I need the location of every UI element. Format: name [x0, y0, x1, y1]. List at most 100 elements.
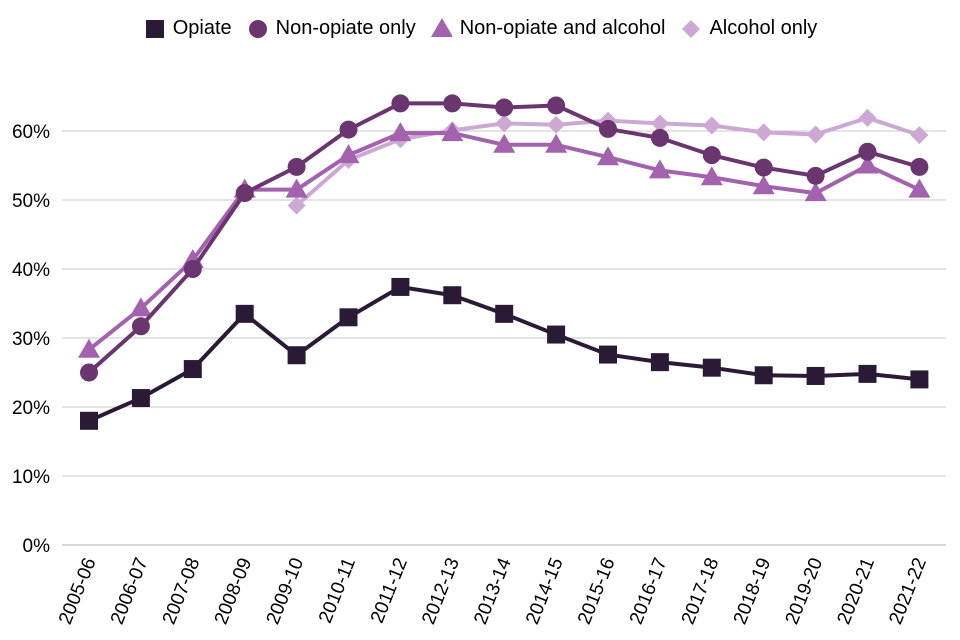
- point-non-opiate-only: [650, 128, 669, 147]
- legend-symbol: [682, 20, 701, 38]
- point-non-opiate-only: [183, 260, 202, 278]
- point-non-opiate-and-alcohol: [752, 175, 775, 195]
- point-opiate: [443, 286, 462, 305]
- legend-marker-circle-icon: [248, 20, 267, 38]
- x-tick-label: 2017-18: [678, 555, 724, 628]
- x-tick-label: 2010-11: [315, 555, 360, 626]
- legend-marker-square-icon: [145, 20, 164, 38]
- point-non-opiate-only: [131, 317, 150, 336]
- y-tick-label: 20%: [12, 398, 50, 419]
- x-tick-label: 2019-20: [782, 555, 828, 628]
- x-tick-label: 2005-06: [55, 555, 101, 628]
- legend-symbol: [145, 20, 164, 38]
- point-opiate: [650, 353, 669, 372]
- point-opiate: [287, 346, 306, 365]
- point-non-opiate-and-alcohol: [493, 133, 516, 153]
- x-tick-label: 2012-13: [418, 555, 464, 628]
- x-tick-label: 2018-19: [730, 555, 776, 628]
- y-tick-label: 30%: [12, 329, 50, 350]
- point-alcohol-only: [495, 114, 514, 133]
- x-tick-label: 2016-17: [626, 555, 672, 628]
- point-opiate: [391, 277, 410, 296]
- point-non-opiate-only: [910, 157, 929, 176]
- point-opiate: [131, 389, 150, 408]
- point-non-opiate-and-alcohol: [908, 178, 931, 198]
- point-alcohol-only: [910, 126, 929, 145]
- point-opiate: [754, 366, 773, 385]
- point-non-opiate-and-alcohol: [78, 338, 100, 358]
- y-tick-label: 50%: [12, 191, 50, 212]
- point-non-opiate-only: [547, 96, 566, 115]
- point-non-opiate-only: [80, 363, 98, 382]
- point-alcohol-only: [650, 114, 669, 133]
- x-tick-label: 2009-10: [263, 555, 309, 628]
- point-non-opiate-and-alcohol: [648, 159, 671, 179]
- point-non-opiate-only: [443, 94, 462, 113]
- point-opiate: [910, 370, 929, 389]
- point-non-opiate-and-alcohol: [804, 182, 827, 202]
- legend-item-opiate: Opiate: [143, 17, 232, 40]
- x-tick-label: 2020-21: [834, 555, 880, 628]
- point-opiate: [80, 411, 98, 430]
- legend-label: Opiate: [172, 16, 232, 39]
- y-tick-label: 10%: [12, 467, 50, 488]
- point-non-opiate-only: [599, 119, 617, 138]
- point-opiate: [235, 304, 254, 323]
- legend-marker-triangle-icon: [430, 18, 452, 37]
- point-alcohol-only: [754, 123, 773, 142]
- point-non-opiate-only: [339, 120, 358, 139]
- legend-item-non-opiate-and-alcohol: Non-opiate and alcohol: [430, 16, 666, 40]
- legend-marker-diamond-icon: [682, 20, 701, 38]
- point-opiate: [183, 360, 202, 379]
- point-opiate: [495, 304, 514, 323]
- y-tick-label: 40%: [12, 260, 50, 281]
- y-tick-label: 0%: [23, 536, 51, 557]
- point-opiate: [806, 366, 825, 385]
- point-non-opiate-and-alcohol: [545, 133, 568, 153]
- x-tick-label: 2021-22: [885, 555, 931, 628]
- point-non-opiate-and-alcohol: [856, 154, 879, 174]
- point-non-opiate-only: [858, 142, 877, 161]
- point-non-opiate-only: [235, 184, 254, 203]
- point-non-opiate-and-alcohol: [337, 144, 360, 164]
- point-non-opiate-only: [495, 98, 514, 117]
- point-non-opiate-and-alcohol: [441, 122, 464, 142]
- point-non-opiate-only: [754, 158, 773, 177]
- point-opiate: [599, 345, 617, 364]
- x-tick-label: 2015-16: [574, 555, 620, 628]
- point-alcohol-only: [806, 125, 825, 144]
- point-opiate: [858, 364, 877, 383]
- legend-label: Alcohol only: [709, 16, 818, 39]
- legend-symbol: [248, 20, 267, 38]
- point-non-opiate-and-alcohol: [389, 122, 412, 142]
- point-non-opiate-only: [702, 146, 721, 165]
- legend-item-non-opiate-only: Non-opiate only: [246, 17, 416, 40]
- point-opiate: [339, 308, 358, 327]
- point-alcohol-only: [287, 196, 306, 215]
- y-tick-label: 60%: [12, 122, 50, 143]
- legend-label: Non-opiate and alcohol: [459, 16, 666, 39]
- point-alcohol-only: [702, 116, 721, 135]
- x-tick-label: 2007-08: [159, 555, 205, 628]
- chart-legend: Opiate Non-opiate only Non-opiate and alco…: [0, 12, 960, 44]
- x-tick-label: 2006-07: [107, 555, 153, 628]
- point-non-opiate-and-alcohol: [285, 178, 308, 198]
- x-tick-label: 2014-15: [522, 555, 568, 628]
- point-alcohol-only: [858, 108, 877, 127]
- x-tick-label: 2008-09: [211, 555, 257, 628]
- point-non-opiate-and-alcohol: [597, 146, 619, 166]
- point-non-opiate-only: [806, 166, 825, 185]
- legend-label: Non-opiate only: [275, 16, 416, 39]
- point-non-opiate-only: [391, 94, 410, 113]
- point-non-opiate-and-alcohol: [129, 297, 152, 317]
- legend-item-alcohol-only: Alcohol only: [679, 17, 817, 40]
- x-tick-label: 2011-12: [367, 555, 412, 626]
- point-non-opiate-only: [287, 157, 306, 176]
- x-tick-label: 2013-14: [470, 555, 516, 628]
- point-opiate: [702, 358, 721, 377]
- legend-symbol: [430, 18, 452, 37]
- point-alcohol-only: [547, 115, 566, 134]
- point-opiate: [547, 325, 566, 344]
- point-non-opiate-and-alcohol: [700, 166, 723, 186]
